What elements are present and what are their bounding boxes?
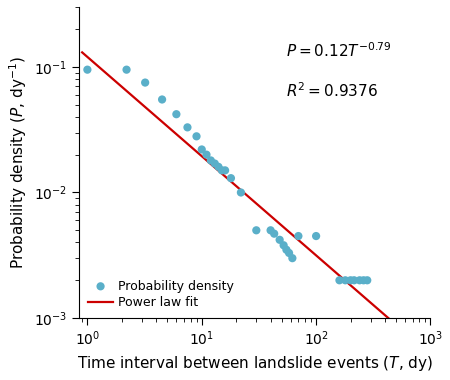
Probability density — [283, 247, 290, 253]
Probability density — [227, 175, 234, 181]
Probability density — [360, 277, 367, 283]
Probability density — [84, 66, 91, 73]
Probability density — [347, 277, 354, 283]
Text: $P = 0.12T^{-0.79}$: $P = 0.12T^{-0.79}$ — [286, 41, 392, 60]
Probability density — [280, 242, 287, 248]
Power law fit — [81, 51, 86, 55]
Probability density — [356, 277, 363, 283]
Probability density — [289, 255, 296, 261]
Power law fit — [379, 310, 384, 315]
Probability density — [295, 233, 302, 239]
Probability density — [237, 190, 244, 196]
Y-axis label: Probability density ($P$, dy$^{-1}$): Probability density ($P$, dy$^{-1}$) — [7, 56, 29, 269]
Probability density — [184, 124, 191, 130]
Probability density — [276, 237, 283, 243]
Power law fit — [358, 292, 364, 296]
Power law fit — [276, 221, 282, 225]
Probability density — [312, 233, 319, 239]
X-axis label: Time interval between landslide events ($T$, dy): Time interval between landslide events (… — [77, 354, 433, 373]
Probability density — [207, 157, 214, 163]
Probability density — [342, 277, 349, 283]
Probability density — [193, 133, 200, 139]
Text: $R^{2} = 0.9376$: $R^{2} = 0.9376$ — [286, 81, 378, 100]
Probability density — [142, 79, 149, 86]
Probability density — [198, 146, 205, 152]
Power law fit — [282, 226, 287, 230]
Probability density — [221, 167, 229, 173]
Probability density — [351, 277, 358, 283]
Probability density — [123, 66, 130, 73]
Probability density — [267, 227, 274, 233]
Probability density — [158, 97, 166, 103]
Probability density — [253, 227, 260, 233]
Probability density — [215, 164, 222, 170]
Probability density — [218, 167, 225, 173]
Probability density — [336, 277, 343, 283]
Probability density — [285, 250, 292, 256]
Probability density — [270, 231, 278, 237]
Probability density — [203, 152, 210, 158]
Power law fit — [410, 337, 415, 342]
Probability density — [173, 111, 180, 117]
Power law fit — [275, 220, 280, 225]
Probability density — [211, 160, 218, 166]
Line: Power law fit: Power law fit — [82, 52, 413, 339]
Legend: Probability density, Power law fit: Probability density, Power law fit — [86, 277, 236, 312]
Probability density — [364, 277, 371, 283]
Power law fit — [80, 50, 85, 55]
